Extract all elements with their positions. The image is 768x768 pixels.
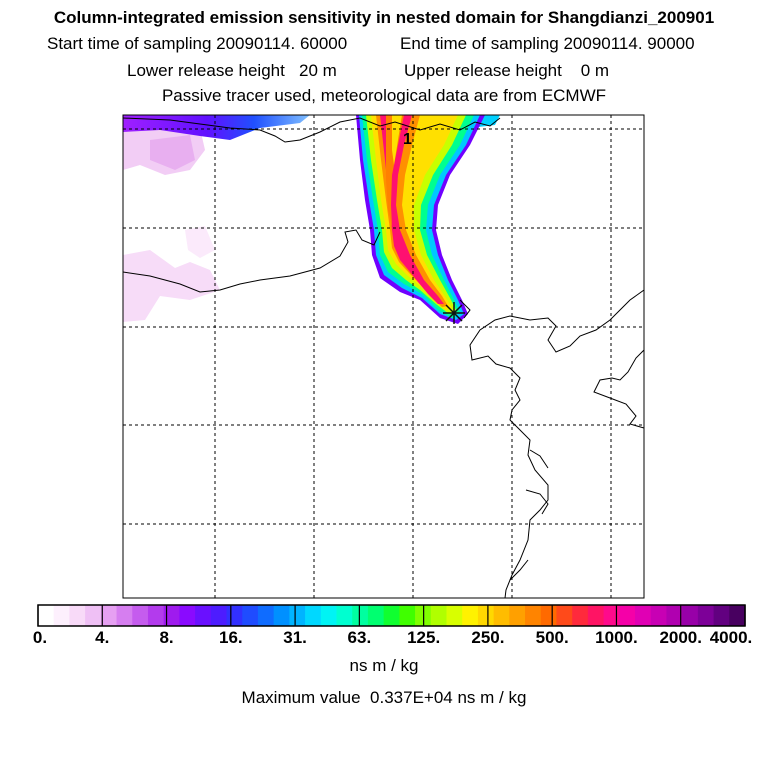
colorbar-swatch xyxy=(682,605,699,626)
release-point-marker xyxy=(443,302,465,324)
colorbar-label: 16. xyxy=(218,628,243,647)
border-central xyxy=(123,229,381,293)
lower-height-label: Lower release height 20 m xyxy=(127,61,337,80)
colorbar-label: 1000. xyxy=(595,628,638,647)
colorbar-label: 250. xyxy=(471,628,505,647)
colorbar-label: 2000. xyxy=(659,628,702,647)
colorbar-swatch xyxy=(729,605,746,626)
map-frame xyxy=(122,114,645,599)
plume-inner-orange xyxy=(386,115,404,226)
colorbar-swatch xyxy=(53,605,71,626)
colorbar-units: ns m / kg xyxy=(349,656,419,675)
colorbar-swatch xyxy=(163,605,180,626)
map-grid xyxy=(123,115,644,598)
colorbar xyxy=(37,604,746,627)
sensitivity-patch-west-2 xyxy=(150,135,195,170)
coast-south-2 xyxy=(525,489,549,515)
colorbar-label: 4. xyxy=(95,628,110,647)
sensitivity-band-north xyxy=(123,115,310,140)
colorbar-swatch xyxy=(257,605,275,626)
colorbar-swatch xyxy=(399,605,416,626)
colorbar-swatch xyxy=(320,605,338,626)
colorbar-label: 63. xyxy=(347,628,372,647)
colorbar-swatch xyxy=(367,605,385,626)
colorbar-swatch xyxy=(336,605,353,626)
colorbar-swatch xyxy=(525,605,542,626)
colorbar-label: 500. xyxy=(535,628,569,647)
colorbar-swatch xyxy=(462,605,479,626)
map-boundaries xyxy=(123,117,644,598)
colorbar-swatch xyxy=(603,605,620,626)
colorbar-swatch xyxy=(179,605,196,626)
colorbar-label: 31. xyxy=(283,628,307,647)
colorbar-swatch xyxy=(477,605,495,626)
max-value-label: Maximum value 0.337E+04 ns m / kg xyxy=(241,688,527,707)
colorbar-swatch xyxy=(242,605,259,626)
colorbar-swatch xyxy=(210,605,228,626)
colorbar-swatch xyxy=(493,605,510,626)
colorbar-swatch xyxy=(305,605,322,626)
end-time-label: End time of sampling 20090114. 90000 xyxy=(400,34,695,53)
page-title: Column-integrated emission sensitivity i… xyxy=(53,8,715,27)
colorbar-swatch xyxy=(85,605,102,626)
coast-south-1 xyxy=(529,449,549,469)
colorbar-swatch xyxy=(38,605,55,626)
colorbar-swatch xyxy=(289,605,306,626)
colorbar-swatch xyxy=(147,605,165,626)
colorbar-swatch xyxy=(383,605,400,626)
trajectory-label: 1 xyxy=(403,131,412,148)
colorbar-label: 0. xyxy=(32,628,48,647)
colorbar-swatch xyxy=(273,605,290,626)
colorbar-swatch xyxy=(430,605,448,626)
colorbar-swatch xyxy=(556,605,573,626)
sensitivity-patch-southwest-2 xyxy=(185,226,215,258)
plume-inner-yellow xyxy=(392,115,402,165)
colorbar-swatch xyxy=(509,605,526,626)
colorbar-swatch xyxy=(666,605,683,626)
bay-inlet xyxy=(459,299,471,319)
border-north xyxy=(123,117,501,143)
coast-southwest xyxy=(509,559,529,581)
colorbar-swatch xyxy=(446,605,463,626)
colorbar-swatch xyxy=(619,605,636,626)
peninsula-east xyxy=(593,349,644,429)
colorbar-swatch xyxy=(540,605,558,626)
colorbar-swatch xyxy=(352,605,369,626)
colorbar-swatch xyxy=(635,605,652,626)
upper-height-label: Upper release height 0 m xyxy=(404,61,610,80)
plume-core xyxy=(380,115,444,304)
colorbar-label: 125. xyxy=(407,628,441,647)
colorbar-label: 4000. xyxy=(709,628,753,647)
map-content xyxy=(123,115,644,598)
tracer-info-label: Passive tracer used, meteorological data… xyxy=(161,86,607,105)
start-time-label: Start time of sampling 20090114. 60000 xyxy=(47,34,348,53)
colorbar-swatch xyxy=(226,605,243,626)
colorbar-swatch xyxy=(697,605,715,626)
coastline-east xyxy=(469,289,644,598)
colorbar-swatch xyxy=(650,605,668,626)
colorbar-swatch xyxy=(116,605,133,626)
colorbar-swatch xyxy=(132,605,149,626)
colorbar-swatch xyxy=(69,605,86,626)
colorbar-frame xyxy=(37,604,746,627)
colorbar-label: 8. xyxy=(159,628,174,647)
colorbar-swatch xyxy=(100,605,118,626)
colorbar-swatch xyxy=(713,605,730,626)
colorbar-swatch xyxy=(587,605,605,626)
sensitivity-patch-southwest xyxy=(123,250,220,322)
colorbar-swatch xyxy=(572,605,589,626)
colorbar-swatch xyxy=(195,605,212,626)
